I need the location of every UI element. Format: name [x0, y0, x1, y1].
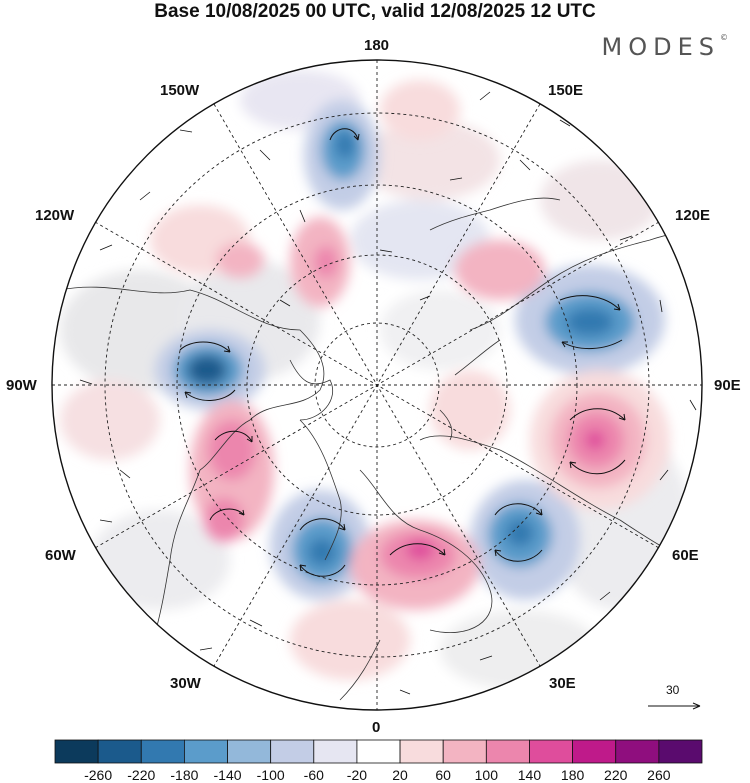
map-disk	[52, 60, 702, 710]
colorbar-tick-label: 260	[647, 767, 671, 783]
lon-label-30e: 30E	[549, 675, 576, 692]
colorbar-swatch	[97, 739, 142, 764]
colorbar-tick-label: 220	[604, 767, 628, 783]
map-title: Base 10/08/2025 00 UTC, valid 12/08/2025…	[154, 1, 596, 22]
colorbar-swatch	[183, 739, 228, 764]
copyright-mark: ©	[720, 33, 728, 42]
lon-label-150w: 150W	[160, 82, 200, 99]
graticule	[52, 60, 702, 710]
lon-label-60e: 60E	[672, 547, 699, 564]
lon-label-0: 0	[372, 719, 381, 736]
colorbar-tick-label: 180	[560, 767, 585, 783]
colorbar-swatch	[485, 739, 530, 764]
colorbar-swatch	[54, 739, 99, 764]
colorbar-tick-label: -220	[127, 767, 156, 783]
colorbar-tick-label: -180	[170, 767, 199, 783]
colorbar-tick-label: -260	[84, 767, 113, 783]
reference-vector-label: 30	[666, 683, 680, 697]
lon-label-120w: 120W	[35, 207, 75, 224]
lon-label-150e: 150E	[548, 82, 584, 99]
lon-label-90e: 90E	[714, 377, 741, 394]
colorbar-swatch	[140, 739, 185, 764]
colorbar-tick-label: 140	[517, 767, 542, 783]
wind-vectors	[179, 128, 626, 577]
colorbar-swatch	[399, 739, 444, 764]
wind-arrows-small	[79, 91, 697, 695]
lon-label-30w: 30W	[170, 675, 201, 692]
colorbar	[54, 739, 703, 764]
lon-label-120e: 120E	[675, 207, 711, 224]
reference-vector	[648, 702, 701, 710]
colorbar-swatch	[356, 739, 401, 764]
colorbar-tick-label: -140	[213, 767, 242, 783]
colorbar-tick-label: -100	[256, 767, 285, 783]
colorbar-swatch	[313, 739, 358, 764]
brand-text: MODES	[601, 33, 720, 61]
colorbar-swatch	[227, 739, 272, 764]
lon-label-60w: 60W	[45, 547, 76, 564]
colorbar-tick-label: 60	[435, 767, 451, 783]
map-frame	[51, 59, 703, 711]
colorbar-tick-label: -60	[303, 767, 324, 783]
strong-anomaly-field	[150, 80, 670, 680]
colorbar-tick-label: 20	[392, 767, 408, 783]
colorbar-swatch	[442, 739, 487, 764]
colorbar-swatch	[615, 739, 660, 764]
lon-label-90w: 90W	[6, 377, 37, 394]
lon-label-180: 180	[364, 37, 390, 54]
colorbar-swatch	[572, 739, 617, 764]
colorbar-tick-label: -20	[346, 767, 368, 783]
colorbar-swatch	[658, 739, 703, 764]
colorbar-tick-label: 100	[474, 767, 499, 783]
modes-logo: MODES©	[602, 33, 728, 61]
colorbar-swatch	[270, 739, 315, 764]
colorbar-swatch	[529, 739, 574, 764]
